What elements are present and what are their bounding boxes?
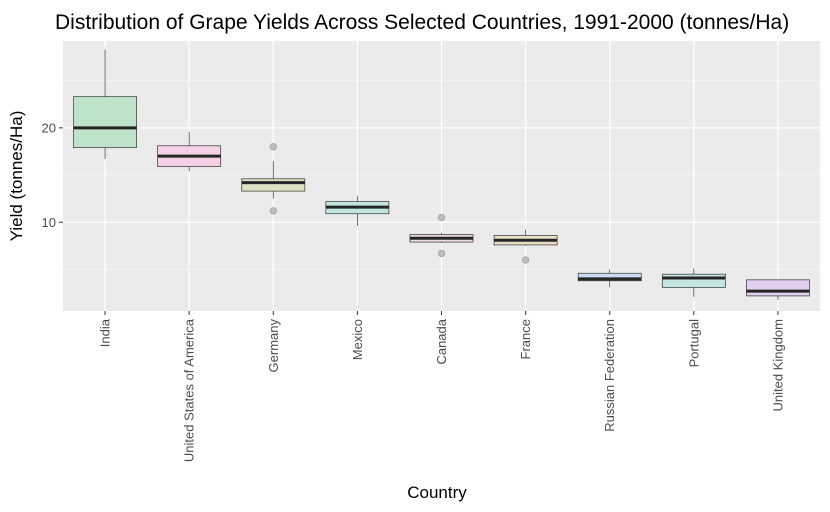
x-tick-label: United States of America: [182, 318, 197, 462]
x-tick-label: India: [98, 318, 113, 347]
box-france: [493, 229, 558, 264]
x-tick-label: Russian Federation: [602, 319, 617, 432]
box-germany: [241, 143, 306, 215]
y-axis-ticks: 10 20: [42, 120, 63, 230]
x-tick-label: Canada: [434, 318, 449, 364]
x-tick-label: Portugal: [686, 319, 701, 368]
box-canada: [409, 213, 474, 258]
outlier-point: [269, 143, 277, 151]
box-russian-federation: [577, 269, 642, 288]
box-united-states-of-america: [157, 131, 222, 172]
outlier-point: [437, 249, 446, 258]
outlier-point: [437, 213, 446, 222]
y-axis-title: Yield (tonnes/Ha): [7, 111, 26, 242]
x-axis-title: Country: [407, 483, 467, 502]
chart-title: Distribution of Grape Yields Across Sele…: [55, 11, 789, 34]
box-mexico: [325, 195, 390, 227]
box-portugal: [661, 268, 726, 297]
x-tick-label: France: [518, 319, 533, 359]
x-tick-label: Germany: [266, 319, 281, 373]
x-tick-label: Mexico: [350, 319, 365, 360]
box-body: [661, 273, 726, 288]
boxes: [73, 49, 810, 300]
box-body: [577, 272, 642, 282]
y-tick-label: 10: [42, 215, 56, 230]
outlier-point: [269, 207, 277, 215]
box-body: [73, 96, 137, 149]
box-united-kingdom: [746, 279, 810, 300]
y-tick-label: 20: [42, 120, 56, 135]
x-tick-label: United Kingdom: [770, 319, 785, 412]
box-india: [73, 49, 137, 160]
x-axis-ticks: India United States of America Germany Mexi…: [98, 311, 785, 462]
box-body: [746, 279, 810, 297]
box-body: [241, 178, 306, 192]
outlier-point: [521, 256, 530, 264]
gridlines: [63, 41, 820, 311]
